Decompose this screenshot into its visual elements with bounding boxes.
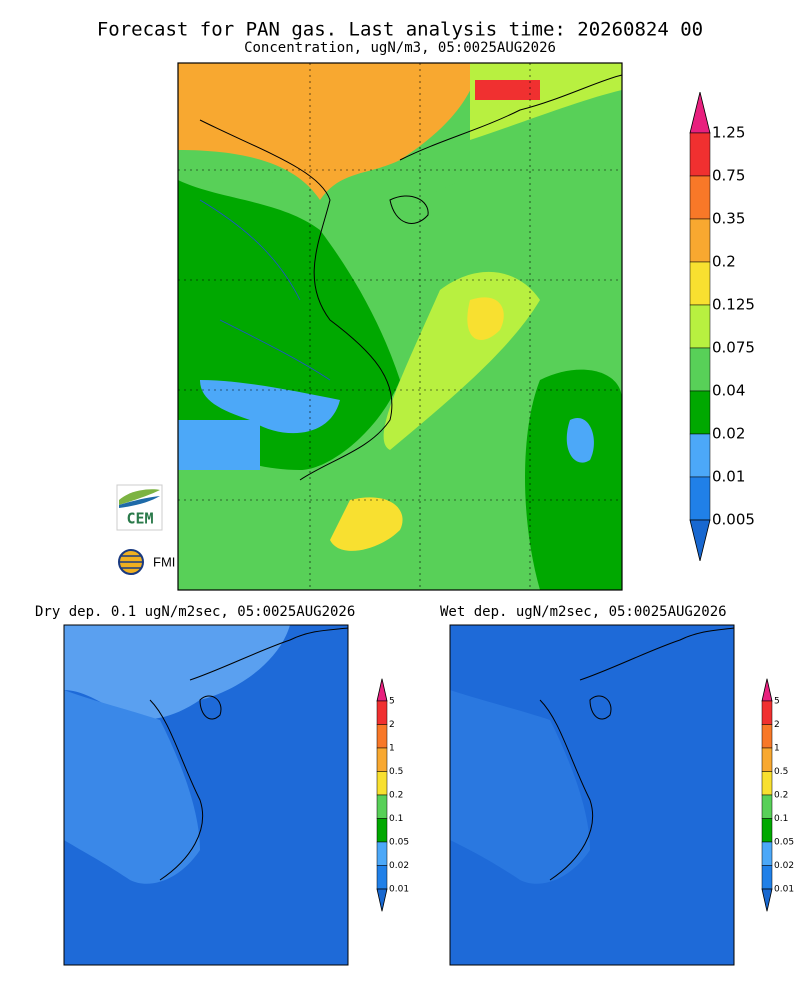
logo-text: FMI bbox=[153, 554, 175, 569]
colorbar-segment bbox=[689, 433, 711, 478]
colorbar-segment bbox=[689, 304, 711, 349]
colorbar-label: 0.02 bbox=[712, 425, 745, 443]
colorbar-triangle bbox=[689, 519, 711, 561]
colorbar-label: 0.1 bbox=[389, 814, 403, 824]
colorbar-label: 0.075 bbox=[712, 339, 755, 357]
colorbar-segment bbox=[376, 865, 388, 890]
colorbar-triangle bbox=[761, 678, 773, 702]
colorbar-segment bbox=[689, 347, 711, 392]
colorbar-label: 1.25 bbox=[712, 124, 745, 142]
colorbar-label: 0.5 bbox=[774, 767, 788, 777]
colorbar-label: 0.1 bbox=[774, 814, 788, 824]
colorbar-segment bbox=[376, 794, 388, 819]
colorbar-segment bbox=[689, 476, 711, 521]
colorbar-segment bbox=[761, 794, 773, 819]
colorbar-segment bbox=[689, 261, 711, 306]
colorbar-label: 0.5 bbox=[389, 767, 403, 777]
colorbar-segment bbox=[376, 747, 388, 772]
colorbar-label: 0.02 bbox=[774, 861, 794, 871]
colorbar-label: 5 bbox=[389, 697, 395, 707]
colorbar-triangle bbox=[689, 92, 711, 134]
panel-title: Wet dep. ugN/m2sec, 05:0025AUG2026 bbox=[440, 604, 727, 620]
colorbar-label: 0.005 bbox=[712, 511, 755, 529]
colorbar-label: 1 bbox=[774, 744, 780, 754]
wet-colorbar: 5 2 1 0.5 0.2 0.1 0.05 0.02 0.01 bbox=[761, 678, 794, 912]
colorbar-label: 0.02 bbox=[389, 861, 409, 871]
colorbar-segment bbox=[761, 724, 773, 749]
wet-map bbox=[449, 624, 735, 966]
colorbar-triangle bbox=[376, 888, 388, 912]
colorbar-label: 0.05 bbox=[774, 838, 794, 848]
colorbar-label: 0.75 bbox=[712, 167, 745, 185]
colorbar-label: 0.01 bbox=[712, 468, 745, 486]
title: Forecast for PAN gas. Last analysis time… bbox=[97, 19, 703, 41]
dry-map bbox=[63, 624, 349, 966]
colorbar-label: 0.04 bbox=[712, 382, 745, 400]
colorbar-segment bbox=[376, 818, 388, 843]
colorbar-label: 0.01 bbox=[389, 885, 409, 895]
colorbar-segment bbox=[376, 724, 388, 749]
colorbar-segment bbox=[761, 818, 773, 843]
colorbar-label: 0.01 bbox=[774, 885, 794, 895]
colorbar-segment bbox=[689, 175, 711, 220]
colorbar-label: 5 bbox=[774, 697, 780, 707]
main-map bbox=[177, 62, 623, 591]
colorbar-segment bbox=[689, 390, 711, 435]
logo-text: CEM bbox=[126, 510, 153, 528]
colorbar-label: 0.125 bbox=[712, 296, 755, 314]
colorbar-label: 0.35 bbox=[712, 210, 745, 228]
colorbar-label: 2 bbox=[774, 720, 780, 730]
colorbar-label: 1 bbox=[389, 744, 395, 754]
colorbar-segment bbox=[689, 218, 711, 263]
colorbar-label: 0.05 bbox=[389, 838, 409, 848]
colorbar-triangle bbox=[376, 678, 388, 702]
colorbar-label: 0.2 bbox=[389, 791, 403, 801]
colorbar-triangle bbox=[761, 888, 773, 912]
colorbar-segment bbox=[761, 841, 773, 866]
panel-title: Dry dep. 0.1 ugN/m2sec, 05:0025AUG2026 bbox=[35, 604, 355, 620]
colorbar-segment bbox=[761, 865, 773, 890]
colorbar-segment bbox=[761, 747, 773, 772]
colorbar-label: 2 bbox=[389, 720, 395, 730]
colorbar-segment bbox=[376, 841, 388, 866]
colorbar-segment bbox=[376, 700, 388, 725]
subtitle: Concentration, ugN/m3, 05:0025AUG2026 bbox=[244, 40, 556, 56]
fmi-logo: FMI bbox=[118, 549, 175, 575]
colorbar-segment bbox=[689, 132, 711, 177]
dry-colorbar: 5 2 1 0.5 0.2 0.1 0.05 0.02 0.01 bbox=[376, 678, 409, 912]
main-colorbar: 1.25 0.75 0.35 0.2 0.125 0.075 0.04 0.02 0.01 0.0… bbox=[689, 92, 755, 561]
colorbar-label: 0.2 bbox=[712, 253, 736, 271]
colorbar-segment bbox=[376, 771, 388, 796]
colorbar-segment bbox=[761, 771, 773, 796]
colorbar-segment bbox=[761, 700, 773, 725]
cem-logo: CEM bbox=[116, 484, 163, 531]
colorbar-label: 0.2 bbox=[774, 791, 788, 801]
